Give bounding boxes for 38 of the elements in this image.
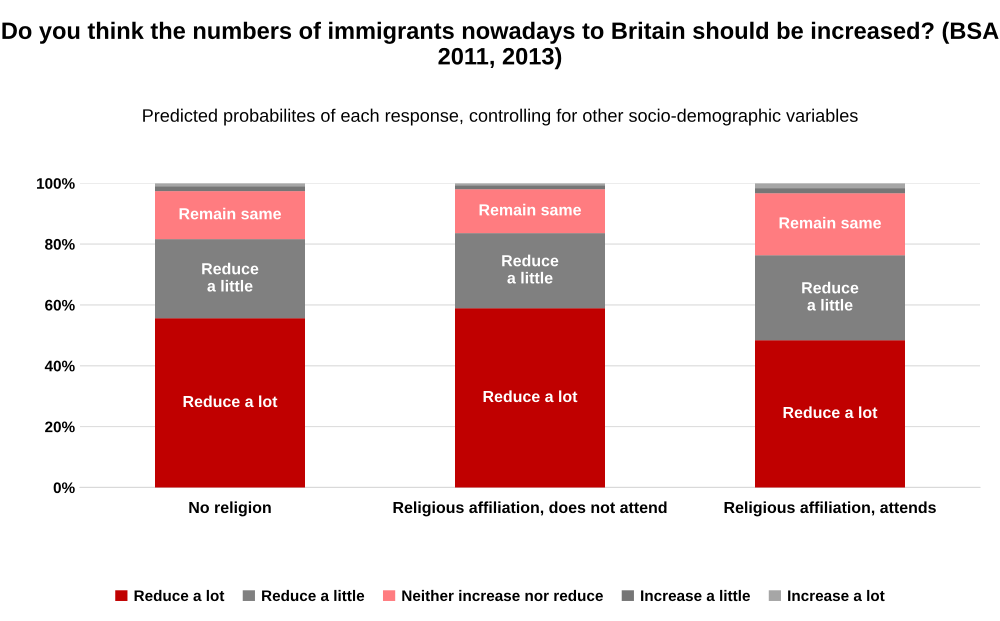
data-label: Reduce a lot xyxy=(784,406,878,418)
bar xyxy=(455,185,605,190)
data-label: Reduce a lot xyxy=(184,395,278,408)
y-tick-label: 40% xyxy=(44,360,75,372)
legend-label: Neither increase nor reduce xyxy=(402,590,603,602)
bar xyxy=(755,188,905,194)
bar xyxy=(155,186,305,192)
bar xyxy=(755,183,905,188)
y-tick-label: 80% xyxy=(45,238,75,250)
data-label: Reduce a little xyxy=(502,254,558,284)
chart-title: Do you think the numbers of immigrants nowadays to Britain should be increased? (BSA 2011, 2013) xyxy=(2,22,999,70)
y-tick-label: 20% xyxy=(45,421,75,432)
y-tick-label: 60% xyxy=(45,300,75,311)
data-label: Remain same xyxy=(780,216,881,229)
legend-label: Reduce a lot xyxy=(134,590,224,602)
bar xyxy=(155,239,305,318)
chart-subtitle: Predicted probabilites of each response, controlling for other socio-demographic variables xyxy=(143,108,858,126)
bar xyxy=(455,189,605,234)
bar xyxy=(455,233,605,308)
bar xyxy=(755,193,905,256)
data-label: Remain same xyxy=(180,208,281,220)
bar xyxy=(455,308,605,488)
data-label: Reduce a little xyxy=(202,262,258,292)
y-tick-label: 100% xyxy=(37,178,75,189)
x-tick-label: Religious affiliation, attends xyxy=(724,501,936,516)
bar xyxy=(155,191,305,240)
bar xyxy=(155,318,305,488)
data-label: Reduce a lot xyxy=(484,390,578,402)
x-tick-label: No religion xyxy=(189,501,271,516)
bar xyxy=(755,340,905,488)
data-label: Reduce a little xyxy=(802,282,858,311)
x-tick-label: Religious affiliation, does not attend xyxy=(394,501,667,516)
legend-label: Increase a little xyxy=(641,590,750,602)
bar xyxy=(755,255,905,340)
y-tick-label: 0% xyxy=(54,482,75,494)
data-label: Remain same xyxy=(480,204,581,216)
legend-label: Reduce a little xyxy=(262,590,364,602)
legend-label: Increase a lot xyxy=(788,590,885,602)
